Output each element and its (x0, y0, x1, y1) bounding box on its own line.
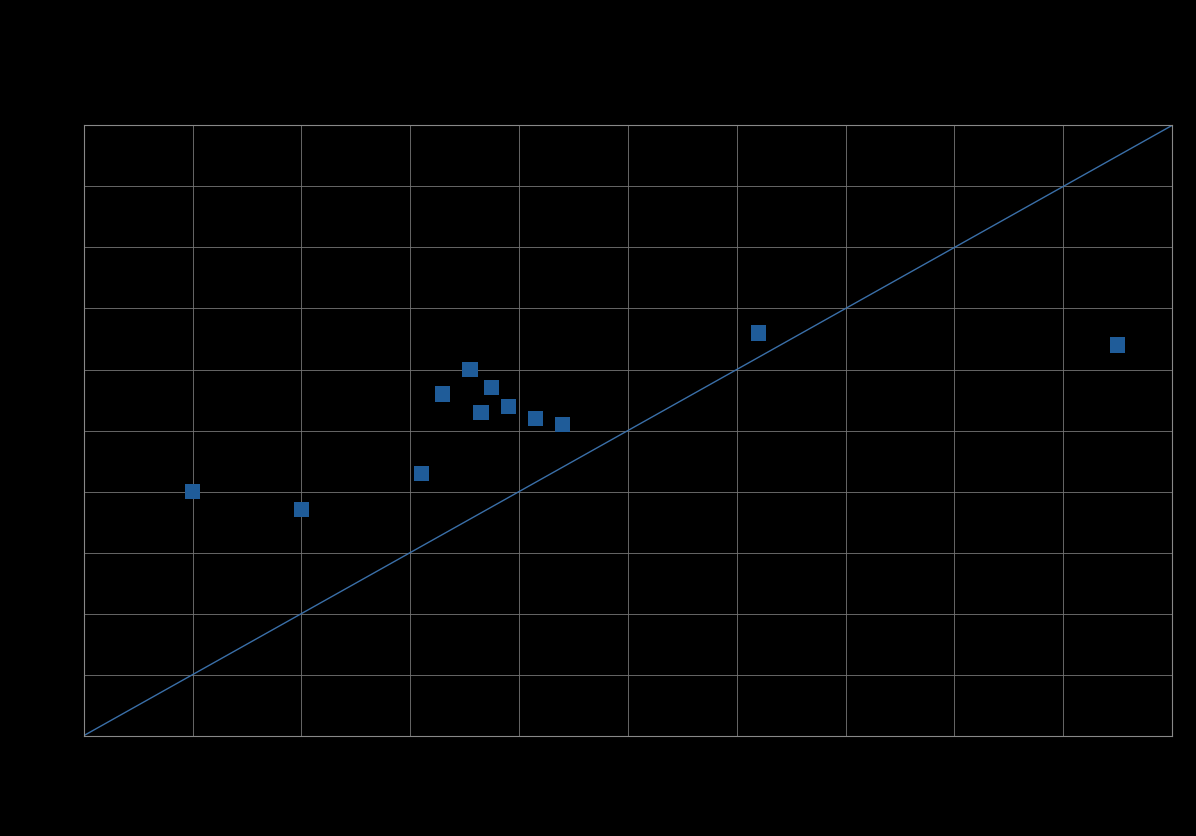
Point (1107, 339, 1127, 352)
Point (471, 405, 490, 419)
Point (433, 387, 452, 400)
Point (292, 503, 311, 517)
Point (460, 363, 480, 376)
Point (183, 485, 202, 498)
Point (482, 381, 501, 395)
Point (411, 466, 431, 480)
Point (749, 326, 768, 339)
Point (499, 400, 518, 413)
Point (553, 418, 572, 431)
Point (526, 411, 545, 425)
